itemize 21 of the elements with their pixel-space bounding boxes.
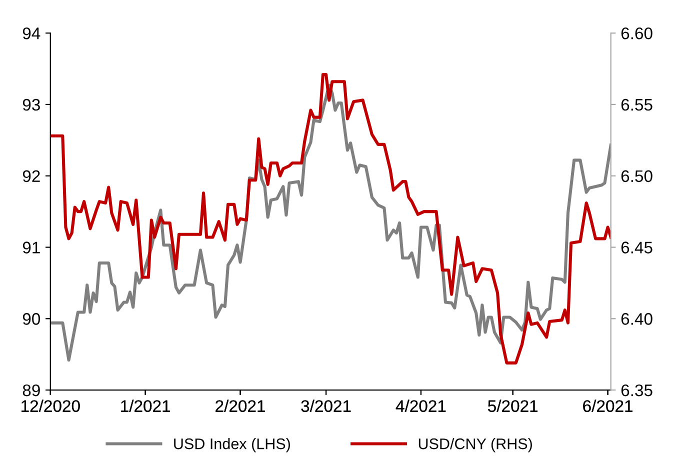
x-tick-label: 4/2021 — [396, 400, 446, 412]
y2-tick-label: 6.50 — [621, 170, 652, 182]
y2-tick-label: 6.40 — [621, 313, 652, 325]
x-tick-label: 2/2021 — [216, 400, 265, 412]
y-tick-label: 94 — [22, 27, 40, 40]
y2-tick-label: 6.55 — [621, 98, 652, 111]
x-tick-label: 1/2021 — [121, 400, 170, 412]
y-tick-label: 91 — [22, 242, 40, 254]
y-tick-label: 90 — [22, 313, 40, 325]
y2-tick-label: 6.60 — [621, 27, 652, 40]
y-tick-label: 93 — [22, 98, 40, 111]
x-tick-label: 12/2020 — [22, 400, 80, 412]
y-tick-label: 92 — [22, 170, 40, 182]
legend-label: USD/CNY (RHS) — [418, 438, 532, 452]
legend-label: USD Index (LHS) — [174, 438, 290, 452]
x-tick-label: 5/2021 — [488, 400, 538, 412]
y-tick-label: 89 — [22, 384, 40, 396]
x-tick-label: 3/2021 — [301, 400, 351, 412]
x-tick-label: 6/2021 — [583, 400, 632, 412]
y2-tick-label: 6.45 — [621, 242, 652, 254]
y2-tick-label: 6.35 — [621, 384, 652, 396]
